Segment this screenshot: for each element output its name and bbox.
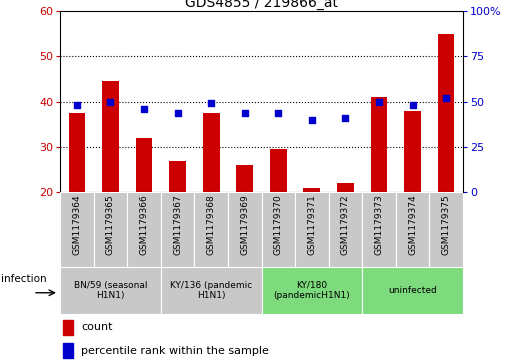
- Point: [140, 106, 148, 112]
- Bar: [236, 165, 253, 192]
- Point: [308, 117, 316, 123]
- Text: GSM1179370: GSM1179370: [274, 195, 283, 256]
- Bar: [161, 192, 195, 267]
- Point: [207, 101, 215, 106]
- Bar: [161, 267, 262, 314]
- Title: GDS4855 / 219866_at: GDS4855 / 219866_at: [185, 0, 338, 10]
- Bar: [438, 33, 454, 192]
- Point: [73, 102, 81, 108]
- Bar: [69, 113, 85, 192]
- Text: uninfected: uninfected: [388, 286, 437, 295]
- Bar: [203, 113, 220, 192]
- Text: count: count: [81, 322, 113, 332]
- Point: [341, 115, 349, 121]
- Bar: [303, 188, 320, 192]
- Text: GSM1179365: GSM1179365: [106, 195, 115, 256]
- Bar: [135, 138, 152, 192]
- Text: percentile rank within the sample: percentile rank within the sample: [81, 346, 269, 356]
- Text: GSM1179364: GSM1179364: [72, 195, 82, 255]
- Point: [408, 102, 417, 108]
- Bar: [295, 192, 328, 267]
- Point: [174, 110, 182, 115]
- Bar: [195, 192, 228, 267]
- Point: [442, 95, 450, 101]
- Point: [274, 110, 282, 115]
- Bar: [60, 192, 94, 267]
- Bar: [60, 267, 161, 314]
- Bar: [396, 192, 429, 267]
- Bar: [262, 192, 295, 267]
- Bar: [362, 267, 463, 314]
- Text: GSM1179368: GSM1179368: [207, 195, 215, 256]
- Text: GSM1179371: GSM1179371: [308, 195, 316, 256]
- Bar: [63, 343, 73, 358]
- Text: BN/59 (seasonal
H1N1): BN/59 (seasonal H1N1): [74, 281, 147, 300]
- Text: GSM1179369: GSM1179369: [240, 195, 249, 256]
- Text: GSM1179374: GSM1179374: [408, 195, 417, 255]
- Bar: [94, 192, 127, 267]
- Bar: [429, 192, 463, 267]
- Text: GSM1179366: GSM1179366: [140, 195, 149, 256]
- Bar: [337, 183, 354, 192]
- Point: [106, 99, 115, 105]
- Bar: [404, 111, 421, 192]
- Point: [241, 110, 249, 115]
- Bar: [328, 192, 362, 267]
- Bar: [228, 192, 262, 267]
- Bar: [362, 192, 396, 267]
- Bar: [270, 149, 287, 192]
- Text: infection: infection: [1, 274, 47, 284]
- Text: GSM1179373: GSM1179373: [374, 195, 383, 256]
- Point: [375, 99, 383, 105]
- Bar: [127, 192, 161, 267]
- Text: KY/136 (pandemic
H1N1): KY/136 (pandemic H1N1): [170, 281, 252, 300]
- Bar: [102, 81, 119, 192]
- Text: GSM1179372: GSM1179372: [341, 195, 350, 255]
- Text: KY/180
(pandemicH1N1): KY/180 (pandemicH1N1): [274, 281, 350, 300]
- Bar: [262, 267, 362, 314]
- Bar: [63, 320, 73, 335]
- Bar: [169, 160, 186, 192]
- Text: GSM1179367: GSM1179367: [173, 195, 182, 256]
- Text: GSM1179375: GSM1179375: [441, 195, 451, 256]
- Bar: [371, 97, 388, 192]
